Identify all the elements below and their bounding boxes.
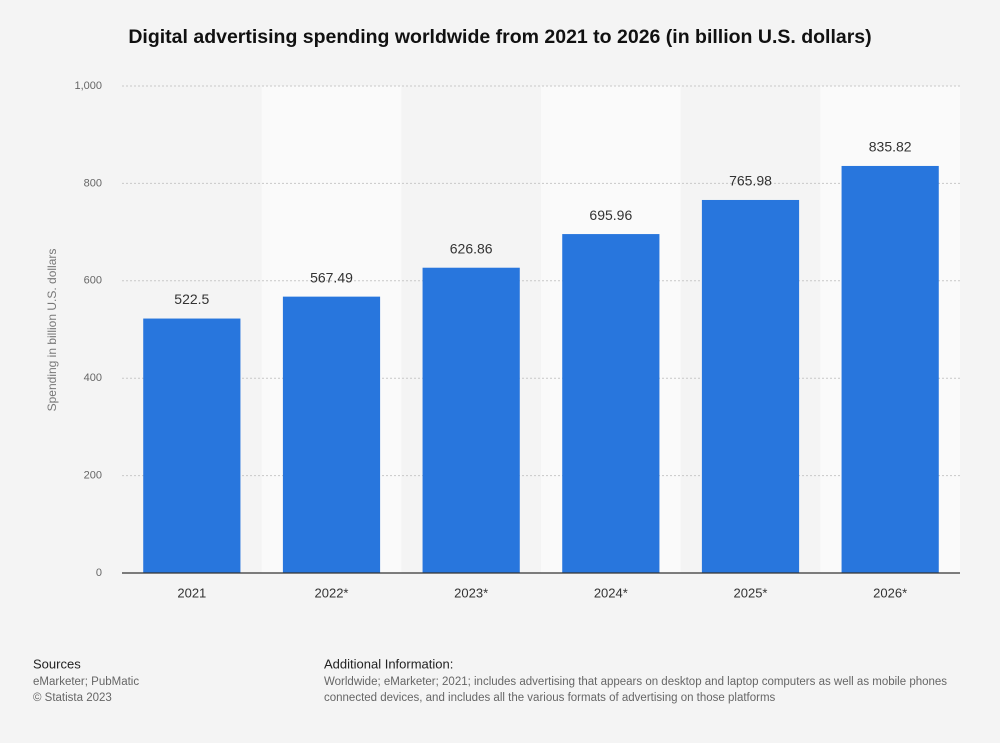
x-tick-label: 2022*	[315, 585, 349, 600]
x-tick-label: 2021	[177, 585, 206, 600]
x-tick-label: 2023*	[454, 585, 488, 600]
y-tick-label: 1,000	[74, 80, 102, 92]
value-label: 835.82	[869, 139, 912, 155]
bar	[841, 165, 939, 573]
additional-info-line: connected devices, and includes all the …	[324, 692, 776, 704]
y-tick-label: 200	[84, 470, 102, 482]
sources-line: © Statista 2023	[33, 692, 112, 704]
x-tick-label: 2026*	[873, 585, 907, 600]
x-tick-label: 2024*	[594, 585, 628, 600]
bar	[282, 296, 381, 573]
bar	[701, 199, 800, 573]
value-label: 765.98	[729, 173, 772, 189]
sources-line: eMarketer; PubMatic	[33, 676, 139, 688]
y-tick-label: 800	[84, 177, 102, 189]
value-label: 695.96	[589, 207, 632, 223]
additional-info-heading: Additional Information:	[324, 656, 453, 671]
bar	[562, 234, 660, 573]
value-label: 626.86	[450, 240, 493, 256]
additional-info-line: Worldwide; eMarketer; 2021; includes adv…	[324, 676, 947, 688]
y-axis-label: Spending in billion U.S. dollars	[45, 249, 59, 412]
value-label: 567.49	[310, 269, 353, 285]
y-tick-label: 0	[96, 567, 102, 579]
x-tick-label: 2025*	[734, 585, 768, 600]
y-tick-label: 400	[84, 372, 102, 384]
y-tick-label: 600	[84, 275, 102, 287]
bar	[422, 267, 520, 573]
chart-title: Digital advertising spending worldwide f…	[128, 26, 871, 48]
bar	[143, 318, 241, 573]
value-label: 522.5	[174, 291, 209, 307]
sources-heading: Sources	[33, 656, 81, 671]
